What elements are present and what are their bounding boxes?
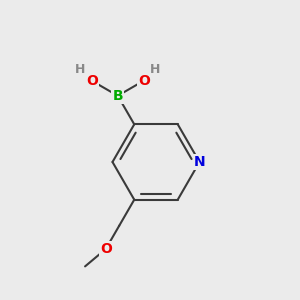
Text: B: B	[112, 89, 123, 103]
Text: H: H	[75, 63, 85, 76]
Text: H: H	[150, 63, 160, 76]
Text: O: O	[100, 242, 112, 256]
Text: N: N	[194, 155, 205, 169]
Text: O: O	[86, 74, 98, 88]
Text: O: O	[138, 74, 150, 88]
